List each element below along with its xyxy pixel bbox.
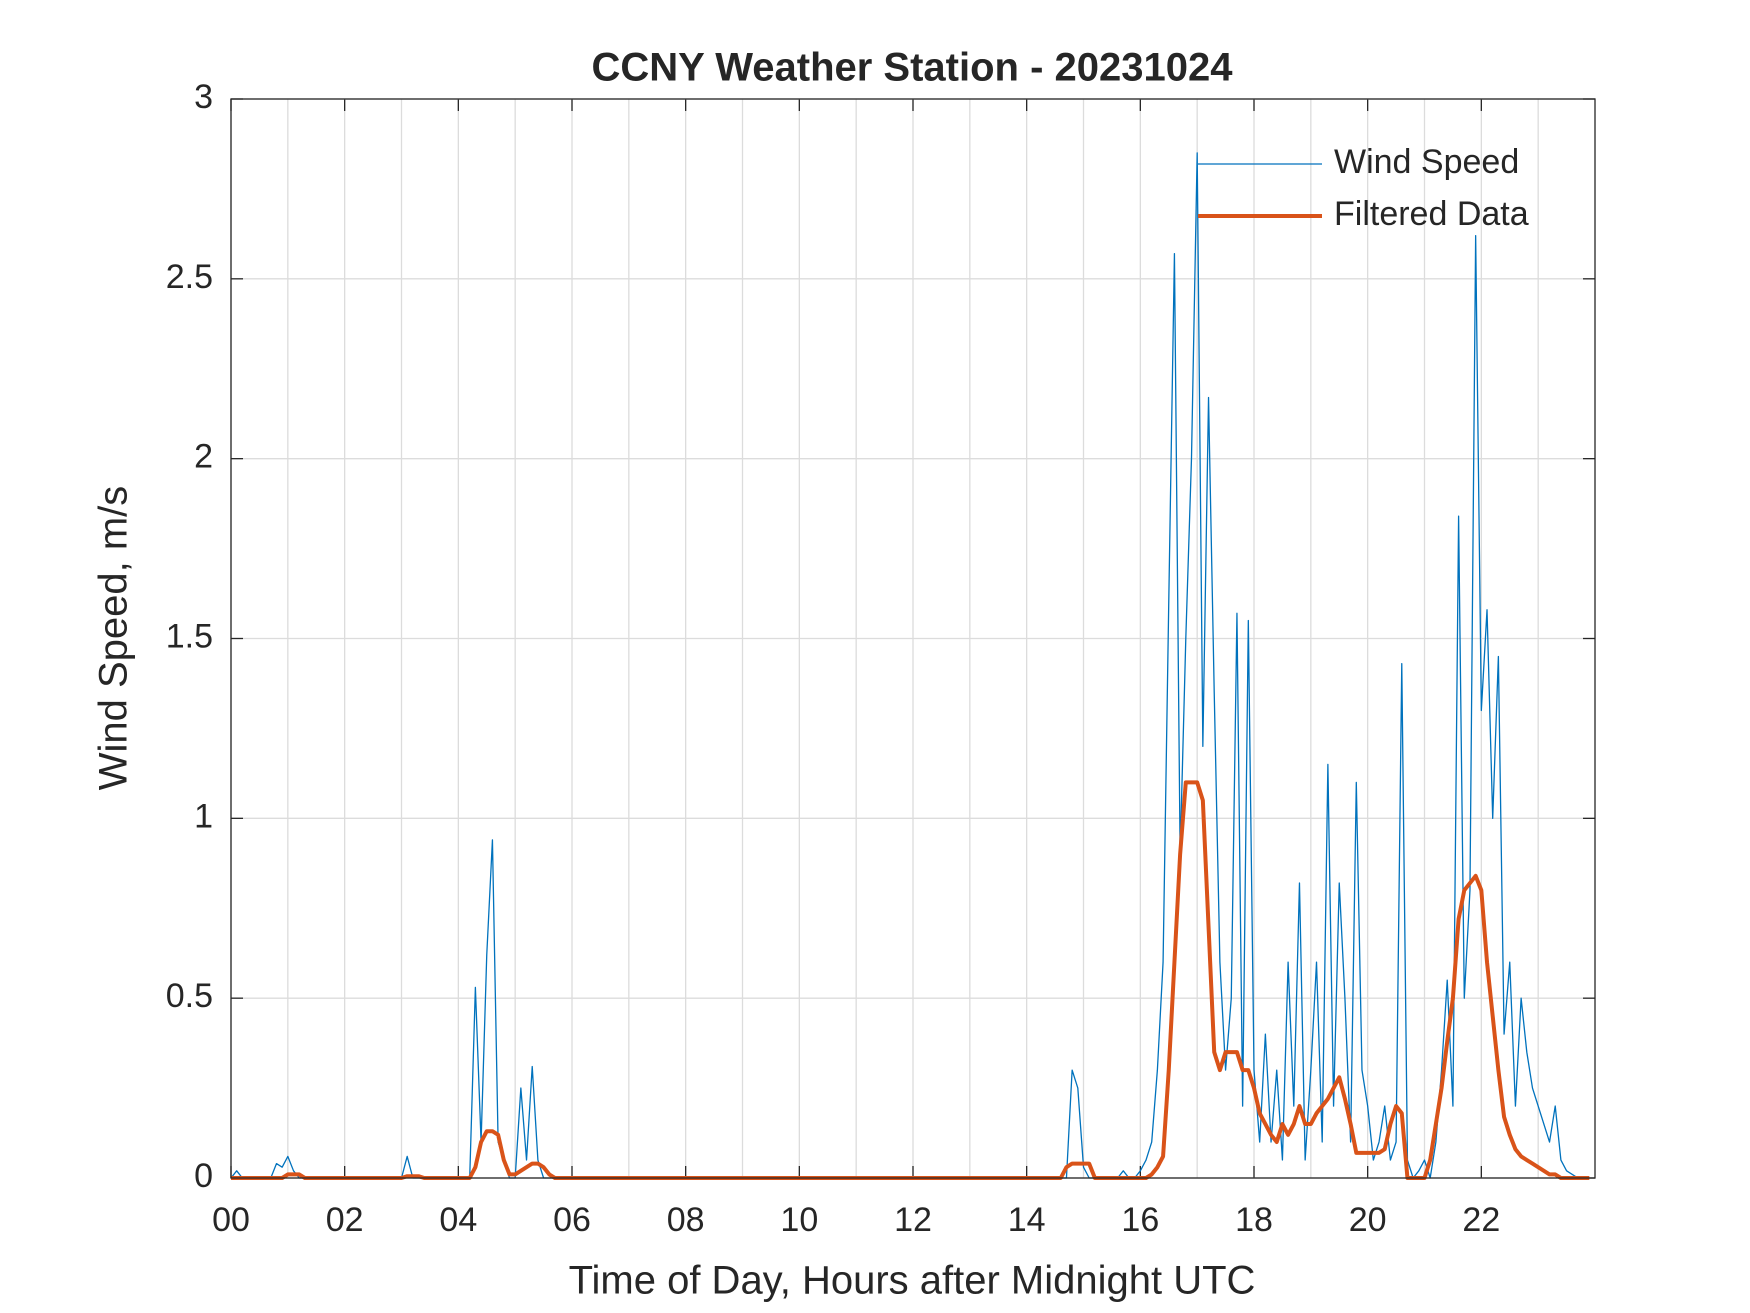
x-tick-label: 18 (1235, 1201, 1273, 1239)
y-tick-label: 3 (194, 78, 213, 116)
x-tick-label: 04 (439, 1201, 477, 1239)
y-tick-label: 1 (194, 797, 213, 835)
legend-label: Wind Speed (1334, 143, 1519, 181)
y-tick-label: 0 (194, 1157, 213, 1195)
chart-title: CCNY Weather Station - 20231024 (592, 46, 1234, 90)
legend-label: Filtered Data (1334, 195, 1529, 233)
y-tick-label: 0.5 (166, 977, 213, 1015)
y-axis-label: Wind Speed, m/s (92, 486, 136, 791)
x-tick-label: 10 (780, 1201, 818, 1239)
x-axis-label: Time of Day, Hours after Midnight UTC (569, 1259, 1256, 1303)
x-tick-label: 14 (1008, 1201, 1046, 1239)
x-tick-label: 06 (553, 1201, 591, 1239)
x-tick-label: 20 (1349, 1201, 1387, 1239)
x-tick-label: 16 (1121, 1201, 1159, 1239)
x-tick-label: 00 (212, 1201, 250, 1239)
y-tick-label: 2.5 (166, 258, 213, 296)
x-tick-label: 12 (894, 1201, 932, 1239)
x-tick-label: 08 (667, 1201, 705, 1239)
y-tick-label: 2 (194, 438, 213, 476)
x-tick-label: 02 (326, 1201, 364, 1239)
x-tick-label: 22 (1462, 1201, 1500, 1239)
axes-box (230, 98, 1596, 1179)
y-tick-label: 1.5 (166, 617, 213, 655)
